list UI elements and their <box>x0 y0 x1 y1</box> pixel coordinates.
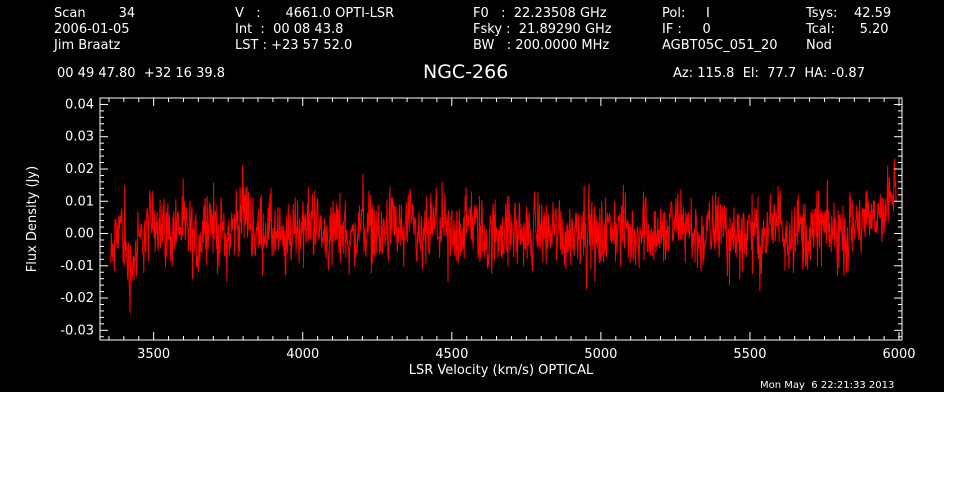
spectrum-plot-panel: Scan 34 2006-01-05 Jim Braatz V : 4661.0… <box>0 0 944 392</box>
project-label: AGBT05C_051_20 <box>662 38 778 53</box>
y-tick-label: -0.03 <box>60 323 94 338</box>
y-tick-label: -0.01 <box>60 259 94 274</box>
x-tick-label: 5500 <box>733 347 766 362</box>
lst-label: LST : +23 57 52.0 <box>235 38 353 53</box>
x-axis-title: LSR Velocity (km/s) OPTICAL <box>409 363 594 378</box>
if-label: IF : 0 <box>662 22 711 37</box>
spectrum-chart: 3500 4000 4500 5000 5500 6000 -0.03 -0.02 -0.01 0… <box>25 97 916 378</box>
coordinates-label: 00 49 47.80 +32 16 39.8 <box>57 66 226 81</box>
x-tick-label: 4000 <box>286 347 319 362</box>
bandwidth-label: BW : 200.0000 MHz <box>473 38 610 53</box>
y-tick-label: 0.03 <box>65 130 94 145</box>
rest-frequency-label: F0 : 22.23508 GHz <box>473 6 607 21</box>
y-axis-title: Flux Density (Jy) <box>25 166 40 272</box>
y-tick-label: 0.02 <box>65 162 94 177</box>
plot-frame <box>99 97 903 341</box>
date-label: 2006-01-05 <box>54 22 130 37</box>
velocity-label: V : 4661.0 OPTI-LSR <box>235 6 395 21</box>
spectrum-trace <box>109 158 897 314</box>
tcal-label: Tcal: 5.20 <box>806 22 889 37</box>
az-el-ha-label: Az: 115.8 El: 77.7 HA: -0.87 <box>673 66 865 81</box>
y-tick-label: 0.04 <box>65 97 94 112</box>
scan-label: Scan 34 <box>54 6 136 21</box>
observer-label: Jim Braatz <box>54 38 121 53</box>
procedure-label: Nod <box>806 38 832 53</box>
tsys-label: Tsys: 42.59 <box>806 6 892 21</box>
timestamp-label: Mon May 6 22:21:33 2013 <box>760 380 895 391</box>
x-tick-label: 3500 <box>137 347 170 362</box>
x-tick-label: 4500 <box>435 347 468 362</box>
integration-label: Int : 00 08 43.8 <box>235 22 344 37</box>
source-name: NGC-266 <box>423 61 509 83</box>
y-tick-label: 0.00 <box>65 227 94 242</box>
x-tick-label: 5000 <box>584 347 617 362</box>
polarization-label: Pol: I <box>662 6 710 21</box>
y-tick-label: 0.01 <box>65 194 94 209</box>
sky-frequency-label: Fsky : 21.89290 GHz <box>473 22 612 37</box>
y-tick-label: -0.02 <box>60 291 94 306</box>
x-tick-label: 6000 <box>882 347 915 362</box>
